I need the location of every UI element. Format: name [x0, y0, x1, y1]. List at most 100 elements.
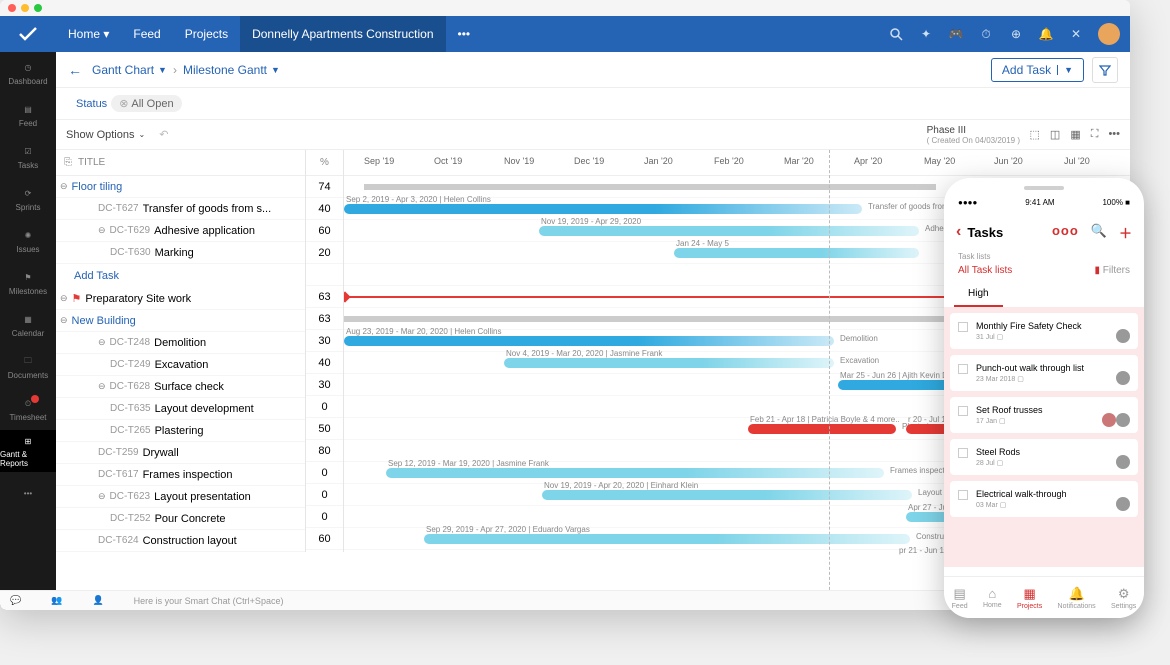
task-row[interactable]: DC-T635Layout development — [56, 398, 305, 420]
month-label: Feb '20 — [714, 156, 744, 166]
task-row[interactable]: ⊖Floor tiling — [56, 176, 305, 198]
sidebar-sprints[interactable]: ⟳Sprints — [0, 178, 56, 220]
options-row: Show Options ⌄ ↶ Phase III ( Created On … — [56, 120, 1130, 150]
task-row[interactable]: ⊖New Building — [56, 310, 305, 332]
view-icon-2[interactable]: ◫ — [1050, 128, 1060, 141]
phone-nav-projects[interactable]: ▦Projects — [1017, 586, 1042, 610]
gantt-bar[interactable] — [344, 204, 862, 214]
phone-task-card[interactable]: Set Roof trusses17 Jan ▢ — [950, 397, 1138, 433]
sidebar-feed[interactable]: ▤Feed — [0, 94, 56, 136]
pct-cell: 30 — [306, 330, 343, 352]
task-row[interactable]: ⊖DC-T629Adhesive application — [56, 220, 305, 242]
task-row[interactable]: DC-T617Frames inspection — [56, 464, 305, 486]
phone-search-icon[interactable]: 🔍 — [1091, 223, 1107, 242]
phone-filters[interactable]: ▮ Filters — [1094, 265, 1130, 276]
gantt-bar[interactable] — [748, 424, 896, 434]
add-task-button[interactable]: Add Task▼ — [991, 58, 1084, 82]
crumb-gantt[interactable]: Gantt Chart — [92, 63, 154, 77]
gantt-bar[interactable] — [504, 358, 834, 368]
bell-icon[interactable]: 🔔 — [1038, 26, 1054, 42]
sidebar-milestones[interactable]: ⚑Milestones — [0, 262, 56, 304]
pct-cell: 80 — [306, 440, 343, 462]
topnav-home[interactable]: Home ▾ — [56, 16, 121, 52]
task-row[interactable]: ⊖DC-T628Surface check — [56, 376, 305, 398]
sidebar-gantt-reports[interactable]: ⊞Gantt & Reports — [0, 430, 56, 472]
status-value[interactable]: ⊗All Open — [111, 95, 181, 112]
phone-more-icon[interactable]: ooo — [1052, 223, 1079, 242]
user-avatar[interactable] — [1098, 23, 1120, 45]
filter-button[interactable] — [1092, 57, 1118, 83]
month-label: Oct '19 — [434, 156, 462, 166]
task-row[interactable]: ⊖⚑Preparatory Site work — [56, 288, 305, 310]
add-task-link[interactable]: Add Task — [56, 264, 305, 288]
sidebar-issues[interactable]: ✺Issues — [0, 220, 56, 262]
topbar: Home ▾FeedProjectsDonnelly Apartments Co… — [0, 16, 1130, 52]
more-icon[interactable]: ••• — [1108, 128, 1120, 141]
gantt-bar[interactable] — [674, 248, 919, 258]
pct-cell: 0 — [306, 506, 343, 528]
task-row[interactable]: DC-T630Marking — [56, 242, 305, 264]
topnav-projects[interactable]: Projects — [173, 16, 240, 52]
crumb-milestone[interactable]: Milestone Gantt — [183, 63, 267, 77]
phone-tab-high[interactable]: High — [954, 282, 1003, 307]
gantt-bar[interactable] — [424, 534, 910, 544]
plus-icon[interactable]: ⊕ — [1008, 26, 1024, 42]
view-icon-1[interactable]: ⬚ — [1030, 128, 1040, 141]
phone-nav-home[interactable]: ⌂Home — [983, 586, 1002, 609]
sidebar-more[interactable]: ••• — [0, 472, 56, 514]
gantt-bar[interactable] — [542, 490, 912, 500]
search-icon[interactable] — [888, 26, 904, 42]
gantt-bar[interactable] — [344, 336, 834, 346]
phone-add-icon[interactable]: ＋ — [1119, 223, 1132, 242]
channels-tab[interactable]: 👥 — [56, 595, 62, 606]
phone-tasklist[interactable]: All Task lists — [958, 265, 1012, 276]
phone-task-card[interactable]: Electrical walk-through03 Mar ▢ — [950, 481, 1138, 517]
phone-task-card[interactable]: Punch-out walk through list23 Mar 2018 ▢ — [950, 355, 1138, 391]
back-arrow[interactable]: ← — [68, 62, 82, 78]
phone-task-list[interactable]: Monthly Fire Safety Check31 Jul ▢ Punch-o… — [944, 307, 1144, 567]
sidebar-calendar[interactable]: ▦Calendar — [0, 304, 56, 346]
sidebar-timesheet[interactable]: ⏲Timesheet — [0, 388, 56, 430]
phone-task-card[interactable]: Steel Rods28 Jul ▢ — [950, 439, 1138, 475]
topnav-donnelly-apartments-construction[interactable]: Donnelly Apartments Construction — [240, 16, 445, 52]
task-row[interactable]: DC-T252Pour Concrete — [56, 508, 305, 530]
phone-bottom-nav: ▤Feed ⌂Home ▦Projects 🔔Notifications ⚙Settin… — [944, 576, 1144, 618]
gantt-bar[interactable] — [386, 468, 884, 478]
sparkle-icon[interactable]: ✦ — [918, 26, 934, 42]
gamepad-icon[interactable]: 🎮 — [948, 26, 964, 42]
mac-min[interactable] — [21, 4, 29, 12]
task-row[interactable]: DC-T624Construction layout — [56, 530, 305, 552]
task-row[interactable]: DC-T259Drywall — [56, 442, 305, 464]
mac-close[interactable] — [8, 4, 16, 12]
timer-icon[interactable]: ⏱ — [978, 26, 994, 42]
undo-icon[interactable]: ↶ — [159, 128, 168, 141]
task-row[interactable]: DC-T627Transfer of goods from s... — [56, 198, 305, 220]
sidebar-dashboard[interactable]: ◷Dashboard — [0, 52, 56, 94]
contacts-tab[interactable]: 👤 — [92, 595, 103, 606]
topnav-feed[interactable]: Feed — [121, 16, 172, 52]
task-row[interactable]: ⊖DC-T623Layout presentation — [56, 486, 305, 508]
task-row[interactable]: ⊖DC-T248Demolition — [56, 332, 305, 354]
title-header[interactable]: ⎘ TITLE — [56, 150, 305, 176]
view-icon-3[interactable]: ▦ — [1070, 128, 1080, 141]
gantt-bar[interactable] — [539, 226, 919, 236]
pct-cell: 63 — [306, 286, 343, 308]
sidebar-documents[interactable]: 🗀Documents — [0, 346, 56, 388]
pct-cell: 60 — [306, 528, 343, 550]
phone-nav-notifications[interactable]: 🔔Notifications — [1058, 586, 1096, 610]
tools-icon[interactable]: ✕ — [1068, 26, 1084, 42]
mac-max[interactable] — [34, 4, 42, 12]
show-options[interactable]: Show Options — [66, 129, 134, 141]
phone-nav-settings[interactable]: ⚙Settings — [1111, 586, 1136, 610]
phone-nav-feed[interactable]: ▤Feed — [952, 586, 968, 610]
task-row[interactable]: DC-T265Plastering — [56, 420, 305, 442]
task-row[interactable]: DC-T249Excavation — [56, 354, 305, 376]
topnav-more[interactable]: ••• — [446, 27, 483, 41]
phone-back-icon[interactable]: ‹ — [956, 223, 961, 241]
phone-task-card[interactable]: Monthly Fire Safety Check31 Jul ▢ — [950, 313, 1138, 349]
pct-cell: 60 — [306, 220, 343, 242]
sidebar-tasks[interactable]: ☑Tasks — [0, 136, 56, 178]
today-line — [829, 150, 830, 610]
app-logo[interactable] — [0, 16, 56, 52]
fullscreen-icon[interactable]: ⛶ — [1091, 128, 1099, 141]
